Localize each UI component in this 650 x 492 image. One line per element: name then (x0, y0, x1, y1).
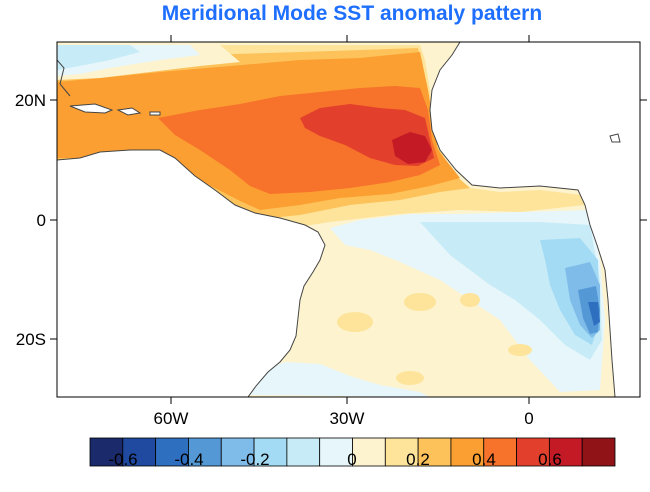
colorbar-box-5 (253, 437, 288, 467)
caribbean-islands (69, 103, 114, 114)
colorbar-box-2 (155, 437, 189, 467)
map-panel (57, 42, 640, 397)
colorbar-box-12 (483, 437, 517, 467)
anomaly-region-s-warm-4 (396, 371, 424, 385)
longitude-ticks: 60W 30W 0 (154, 35, 534, 428)
anomaly-region-s-warm-5 (508, 344, 532, 356)
colorbar-label-0.2: 0.2 (406, 450, 430, 469)
colorbar-label-0.4: 0.4 (472, 450, 496, 469)
latitude-ticks: 20N 0 20S (15, 91, 647, 349)
anomaly-region-sw-cool (250, 362, 430, 397)
africa-land (429, 42, 640, 397)
lat-tick-label-0: 0 (37, 211, 46, 230)
lat-tick-label-20n: 20N (15, 91, 46, 110)
colorbar-labels: -0.6 -0.4 -0.2 0 0.2 0.4 0.6 (108, 450, 561, 469)
colorbar-box-14 (548, 437, 583, 467)
colorbar-box-6 (286, 437, 321, 467)
colorbar-label-neg0.2: -0.2 (240, 450, 269, 469)
colorbar-label-neg0.6: -0.6 (108, 450, 137, 469)
south-america-land (57, 149, 326, 397)
colorbar-box-7 (319, 437, 353, 467)
lon-tick-label-0: 0 (524, 409, 533, 428)
lon-tick-label-60w: 60W (154, 409, 189, 428)
map-title: Meridional Mode SST anomaly pattern (162, 2, 542, 25)
anomaly-region-s-warm-3 (460, 293, 480, 307)
colorbar-box-4 (220, 437, 255, 467)
anomaly-region-s-warm-1 (337, 312, 373, 332)
colorbar-box-3 (188, 437, 222, 467)
colorbar-label-neg0.4: -0.4 (174, 450, 203, 469)
colorbar-box-8 (352, 437, 386, 467)
colorbar-box-15 (581, 437, 616, 467)
colorbar-box-11 (450, 437, 485, 467)
puerto-rico (149, 111, 161, 116)
colorbar-label-0.6: 0.6 (538, 450, 562, 469)
anomaly-region-s-cool-6 (588, 302, 600, 326)
colorbar-box-0 (89, 437, 124, 467)
lat-tick-label-20s: 20S (16, 330, 46, 349)
central-america-coast (57, 59, 71, 97)
anomaly-region-nw-cold (57, 45, 140, 70)
colorbar-box-13 (516, 437, 550, 467)
colorbar-box-1 (122, 437, 157, 467)
south-island-coast (609, 133, 621, 143)
colorbar (89, 437, 616, 467)
colorbar-label-0: 0 (347, 450, 356, 469)
colorbar-box-10 (417, 437, 452, 467)
anomaly-region-s-warm-2 (404, 293, 436, 311)
hispaniola (116, 107, 142, 116)
anomaly-region-0.6 (392, 132, 432, 164)
lon-tick-label-30w: 30W (330, 409, 365, 428)
